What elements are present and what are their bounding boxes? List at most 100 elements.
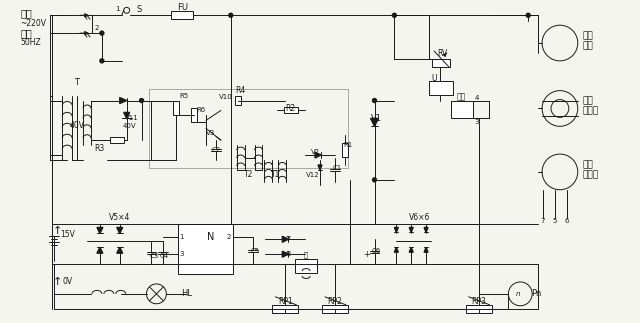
Text: 输出: 输出 xyxy=(456,92,465,101)
Text: ~220V: ~220V xyxy=(20,19,47,28)
Polygon shape xyxy=(394,247,398,252)
Text: C3: C3 xyxy=(150,253,159,259)
Text: C2: C2 xyxy=(211,147,220,153)
Text: V8: V8 xyxy=(283,251,292,257)
Text: R5: R5 xyxy=(179,93,188,99)
Text: RP1: RP1 xyxy=(278,297,292,306)
Polygon shape xyxy=(424,247,428,252)
Text: 6: 6 xyxy=(564,218,569,224)
Text: V6×6: V6×6 xyxy=(408,213,430,222)
Text: V5×4: V5×4 xyxy=(109,213,131,222)
Polygon shape xyxy=(315,152,321,158)
Text: R6: R6 xyxy=(196,108,205,113)
Text: T: T xyxy=(74,78,79,87)
Polygon shape xyxy=(282,236,288,242)
Text: V12: V12 xyxy=(307,172,320,178)
Polygon shape xyxy=(116,247,123,253)
Circle shape xyxy=(228,13,233,17)
Circle shape xyxy=(526,13,530,17)
Polygon shape xyxy=(116,227,123,234)
Text: ↑: ↑ xyxy=(52,277,62,287)
Text: C6: C6 xyxy=(372,248,381,254)
Polygon shape xyxy=(409,227,413,232)
Text: 相线: 相线 xyxy=(20,8,33,18)
Text: C1: C1 xyxy=(332,165,342,171)
Circle shape xyxy=(100,59,104,63)
Text: 5: 5 xyxy=(553,218,557,224)
Text: N: N xyxy=(207,232,214,242)
Text: 发电机: 发电机 xyxy=(583,171,599,179)
Text: C4: C4 xyxy=(160,253,169,259)
Circle shape xyxy=(140,99,143,102)
Text: 输: 输 xyxy=(304,252,308,258)
Bar xyxy=(110,137,124,143)
Bar xyxy=(342,143,348,157)
Circle shape xyxy=(392,13,396,17)
Circle shape xyxy=(100,31,104,35)
Circle shape xyxy=(372,178,376,182)
Text: U: U xyxy=(431,74,436,83)
Text: R3: R3 xyxy=(94,144,104,152)
Text: Pn: Pn xyxy=(531,289,541,298)
Text: V3: V3 xyxy=(206,130,216,136)
Polygon shape xyxy=(120,98,127,103)
Bar xyxy=(429,81,453,95)
Polygon shape xyxy=(409,247,413,252)
Polygon shape xyxy=(371,118,378,126)
Bar xyxy=(322,305,348,313)
Text: 测速: 测速 xyxy=(583,161,593,170)
Polygon shape xyxy=(282,251,288,257)
Polygon shape xyxy=(318,165,322,170)
Text: ↑: ↑ xyxy=(52,226,62,236)
Bar xyxy=(235,96,241,106)
Text: 3: 3 xyxy=(179,251,184,257)
Bar xyxy=(273,305,298,313)
Text: R4: R4 xyxy=(236,86,246,95)
Text: RP2: RP2 xyxy=(328,297,342,306)
Text: V1: V1 xyxy=(371,114,382,123)
Text: T1: T1 xyxy=(271,171,280,179)
Polygon shape xyxy=(424,227,428,232)
Text: 40V: 40V xyxy=(123,123,136,129)
Text: V7: V7 xyxy=(283,236,292,242)
Circle shape xyxy=(372,99,376,102)
Text: R2: R2 xyxy=(285,104,295,113)
Polygon shape xyxy=(97,227,103,234)
Text: 4: 4 xyxy=(474,95,479,100)
Bar xyxy=(432,59,450,67)
Bar xyxy=(178,224,233,274)
Text: HL: HL xyxy=(180,289,191,298)
Text: 离合器: 离合器 xyxy=(583,106,599,115)
Text: 1: 1 xyxy=(179,234,184,240)
Polygon shape xyxy=(124,112,130,118)
Text: 电磁: 电磁 xyxy=(583,96,593,105)
Text: V10: V10 xyxy=(219,94,233,99)
Bar xyxy=(451,100,473,118)
Text: +: + xyxy=(363,250,370,259)
Bar xyxy=(172,11,193,19)
Text: 2: 2 xyxy=(227,234,231,240)
Text: 2: 2 xyxy=(95,25,99,31)
Polygon shape xyxy=(394,227,398,232)
Bar xyxy=(150,89,348,168)
Polygon shape xyxy=(97,247,103,253)
Bar xyxy=(284,108,298,113)
Text: S: S xyxy=(137,5,142,14)
Text: T2: T2 xyxy=(244,171,253,179)
Text: 3: 3 xyxy=(474,119,479,125)
Bar xyxy=(466,305,492,313)
Text: C5: C5 xyxy=(251,248,260,254)
Text: n: n xyxy=(516,291,520,297)
Text: 50HZ: 50HZ xyxy=(20,37,42,47)
Text: R1: R1 xyxy=(343,142,353,148)
Text: 拖动: 拖动 xyxy=(583,32,593,41)
Text: V2: V2 xyxy=(310,149,319,155)
Text: 电机: 电机 xyxy=(583,41,593,50)
Bar xyxy=(295,259,317,273)
Bar xyxy=(173,101,179,115)
Text: 7: 7 xyxy=(541,218,545,224)
Text: FU: FU xyxy=(177,3,188,12)
Text: V11: V11 xyxy=(125,115,138,121)
Text: RP3: RP3 xyxy=(471,297,486,306)
Text: 1: 1 xyxy=(115,6,120,12)
